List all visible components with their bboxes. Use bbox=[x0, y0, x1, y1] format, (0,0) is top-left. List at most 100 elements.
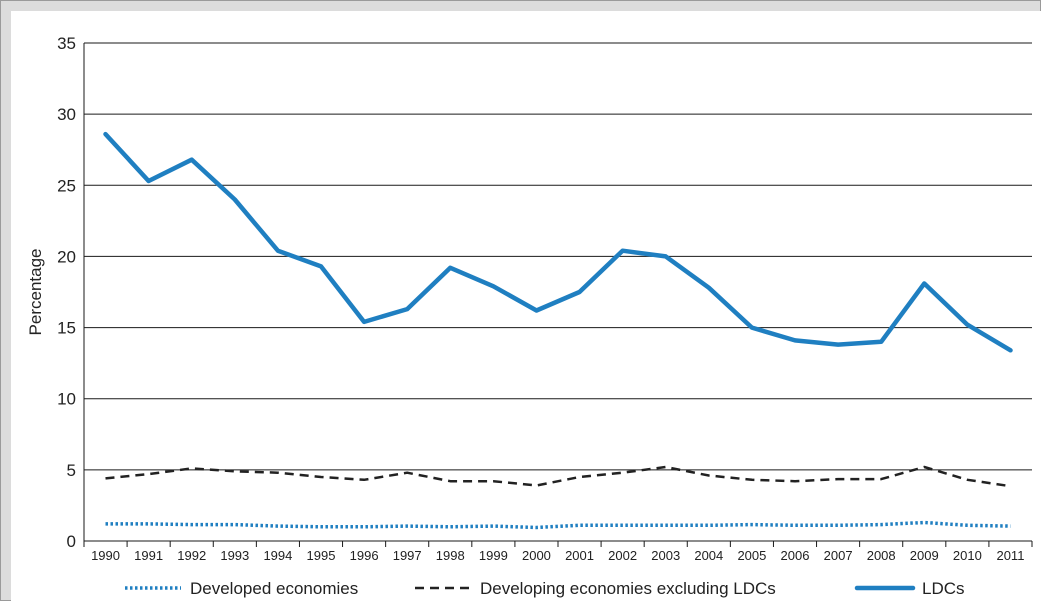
data-point bbox=[491, 284, 495, 288]
data-point bbox=[190, 158, 194, 162]
series-line-1 bbox=[105, 465, 1011, 488]
data-point bbox=[1008, 524, 1012, 528]
data-point bbox=[707, 286, 711, 290]
x-tick-label: 1991 bbox=[134, 548, 163, 563]
y-tick-label: 35 bbox=[57, 34, 76, 53]
data-point bbox=[104, 522, 108, 526]
data-point bbox=[448, 525, 452, 529]
data-point bbox=[621, 523, 625, 527]
data-point bbox=[448, 479, 452, 483]
data-point bbox=[793, 338, 797, 342]
data-point bbox=[879, 523, 883, 527]
y-tick-label: 20 bbox=[57, 247, 76, 266]
y-tick-labels: 0 5 10 15 20 25 30 35 bbox=[57, 34, 76, 551]
data-point bbox=[276, 524, 280, 528]
gridlines bbox=[84, 42, 1032, 471]
x-tick-label: 2011 bbox=[996, 548, 1024, 563]
data-point bbox=[750, 326, 754, 330]
data-point bbox=[793, 479, 797, 483]
x-tick-label: 1992 bbox=[177, 548, 206, 563]
data-point bbox=[965, 478, 969, 482]
x-tick-label: 2000 bbox=[522, 548, 551, 563]
legend-label: Developing economies excluding LDCs bbox=[480, 579, 776, 598]
x-tick-label: 2002 bbox=[608, 548, 637, 563]
data-point bbox=[534, 484, 538, 488]
data-point bbox=[104, 476, 108, 480]
x-tick-label: 1993 bbox=[220, 548, 249, 563]
x-tick-label: 1995 bbox=[307, 548, 336, 563]
data-point bbox=[276, 471, 280, 475]
data-point bbox=[578, 475, 582, 479]
series-line-2 bbox=[103, 131, 1013, 353]
data-point bbox=[319, 475, 323, 479]
data-point bbox=[448, 266, 452, 270]
x-tick-label: 2005 bbox=[737, 548, 766, 563]
x-tick-label: 2004 bbox=[694, 548, 723, 563]
data-point bbox=[664, 465, 668, 469]
y-tick-label: 30 bbox=[57, 105, 76, 124]
x-tick-label: 1998 bbox=[436, 548, 465, 563]
data-point bbox=[922, 465, 926, 469]
x-tick-label: 2007 bbox=[824, 548, 853, 563]
x-tick-label: 1996 bbox=[350, 548, 379, 563]
data-point bbox=[707, 474, 711, 478]
data-point bbox=[233, 198, 237, 202]
series-lines bbox=[103, 131, 1013, 530]
data-point bbox=[534, 308, 538, 312]
x-tick-label: 2009 bbox=[910, 548, 939, 563]
chart-panel: 0 5 10 15 20 25 30 35 1990 1991 1992 1993 1994 1995 1… bbox=[11, 11, 1041, 602]
x-tick-label: 2008 bbox=[867, 548, 896, 563]
data-point bbox=[147, 179, 151, 183]
data-point bbox=[190, 523, 194, 527]
data-point bbox=[922, 281, 926, 285]
data-point bbox=[836, 477, 840, 481]
data-point bbox=[233, 469, 237, 473]
data-point bbox=[233, 523, 237, 527]
x-tick-label: 2001 bbox=[565, 548, 594, 563]
x-tick-label: 2010 bbox=[953, 548, 982, 563]
data-point bbox=[1008, 484, 1012, 488]
x-tick-label: 2006 bbox=[781, 548, 810, 563]
series-line-0 bbox=[105, 520, 1011, 530]
data-point bbox=[319, 525, 323, 529]
data-point bbox=[104, 132, 108, 136]
x-tick-label: 1997 bbox=[393, 548, 422, 563]
x-tick-labels: 1990 1991 1992 1993 1994 1995 1996 1997 1998 1999… bbox=[83, 541, 1033, 563]
data-point bbox=[534, 525, 538, 529]
data-point bbox=[922, 521, 926, 525]
data-point bbox=[147, 522, 151, 526]
data-point bbox=[664, 523, 668, 527]
data-point bbox=[621, 471, 625, 475]
y-axis-label: Percentage bbox=[26, 249, 45, 336]
data-point bbox=[1008, 348, 1012, 352]
data-point bbox=[362, 525, 366, 529]
x-tick-label: 2003 bbox=[651, 548, 680, 563]
data-point bbox=[362, 478, 366, 482]
data-point bbox=[836, 343, 840, 347]
data-point bbox=[190, 466, 194, 470]
x-tick-label: 1999 bbox=[479, 548, 508, 563]
data-point bbox=[621, 249, 625, 253]
y-tick-label: 5 bbox=[67, 461, 76, 480]
data-point bbox=[319, 264, 323, 268]
data-point bbox=[362, 320, 366, 324]
data-point bbox=[578, 523, 582, 527]
data-point bbox=[879, 477, 883, 481]
data-point bbox=[405, 524, 409, 528]
data-point bbox=[405, 307, 409, 311]
x-tick-label: 1994 bbox=[263, 548, 292, 563]
y-tick-label: 10 bbox=[57, 390, 76, 409]
y-tick-label: 15 bbox=[57, 319, 76, 338]
data-point bbox=[405, 471, 409, 475]
data-point bbox=[793, 523, 797, 527]
y-tick-label: 0 bbox=[67, 532, 76, 551]
data-point bbox=[578, 290, 582, 294]
x-tick-label: 1990 bbox=[91, 548, 120, 563]
legend: Developed economies Developing economies … bbox=[125, 579, 965, 598]
data-point bbox=[276, 249, 280, 253]
data-point bbox=[750, 478, 754, 482]
data-point bbox=[836, 523, 840, 527]
legend-label: Developed economies bbox=[190, 579, 358, 598]
